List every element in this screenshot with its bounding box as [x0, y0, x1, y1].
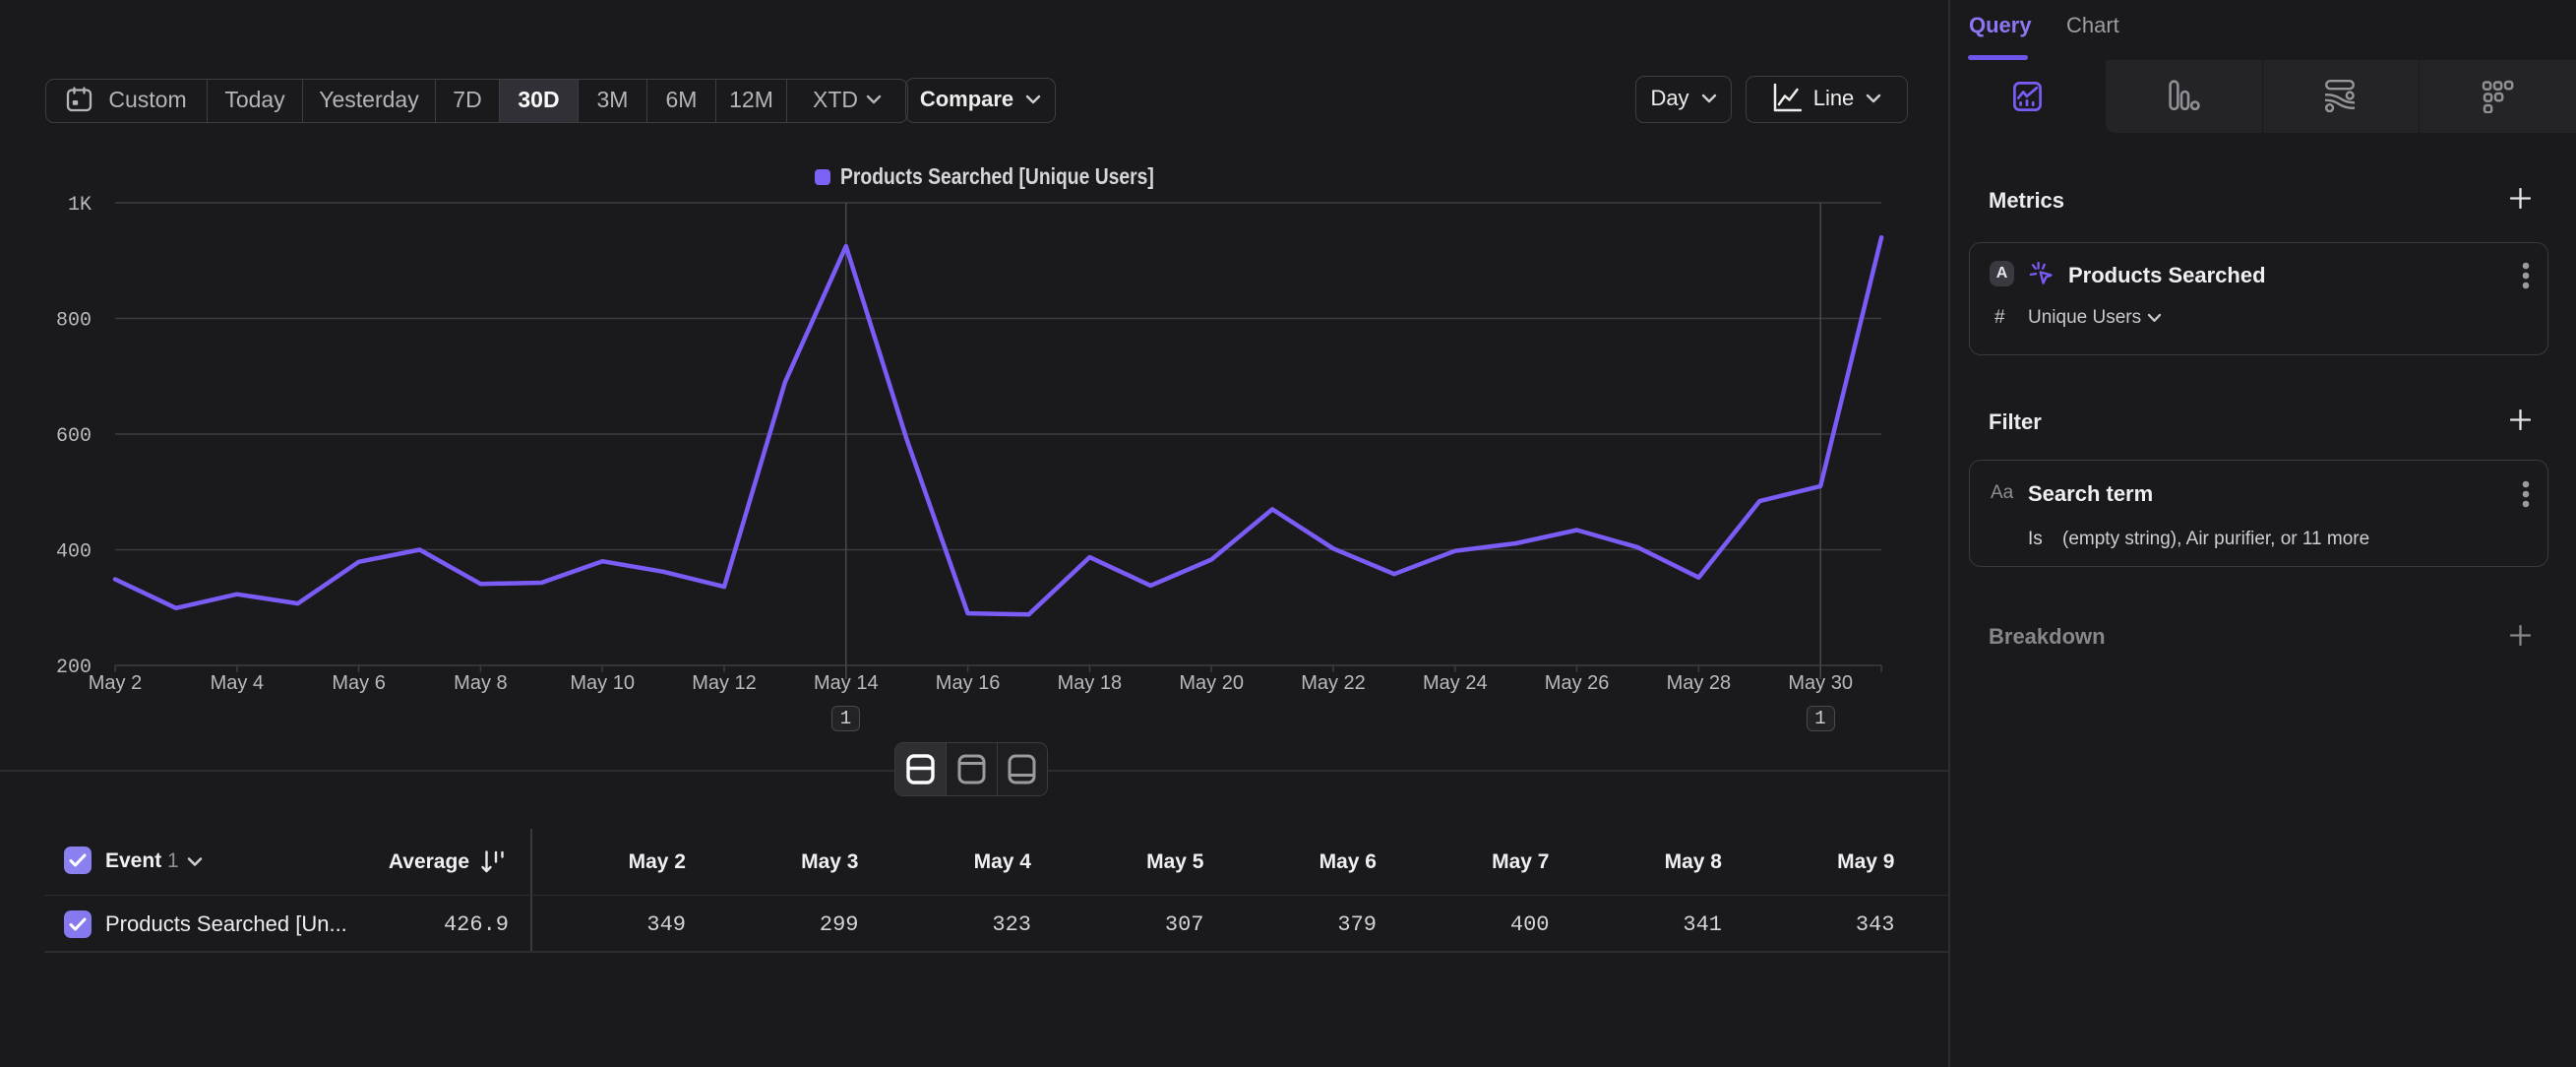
svg-text:May 4: May 4	[211, 672, 264, 694]
svg-text:May 10: May 10	[570, 672, 635, 694]
svg-text:May 2: May 2	[89, 672, 142, 694]
svg-text:1K: 1K	[68, 194, 92, 217]
svg-text:May 22: May 22	[1301, 672, 1366, 694]
svg-text:May 12: May 12	[692, 672, 757, 694]
svg-text:800: 800	[56, 310, 92, 333]
svg-text:May 8: May 8	[454, 672, 507, 694]
svg-text:May 18: May 18	[1058, 672, 1123, 694]
svg-text:May 28: May 28	[1667, 672, 1732, 694]
svg-text:May 26: May 26	[1545, 672, 1610, 694]
svg-text:May 14: May 14	[814, 672, 879, 694]
svg-text:600: 600	[56, 425, 92, 448]
svg-text:400: 400	[56, 541, 92, 564]
svg-text:May 16: May 16	[936, 672, 1001, 694]
svg-text:May 20: May 20	[1179, 672, 1244, 694]
svg-text:200: 200	[56, 657, 92, 679]
svg-text:May 30: May 30	[1788, 672, 1853, 694]
svg-text:May 6: May 6	[332, 672, 385, 694]
svg-text:May 24: May 24	[1423, 672, 1488, 694]
